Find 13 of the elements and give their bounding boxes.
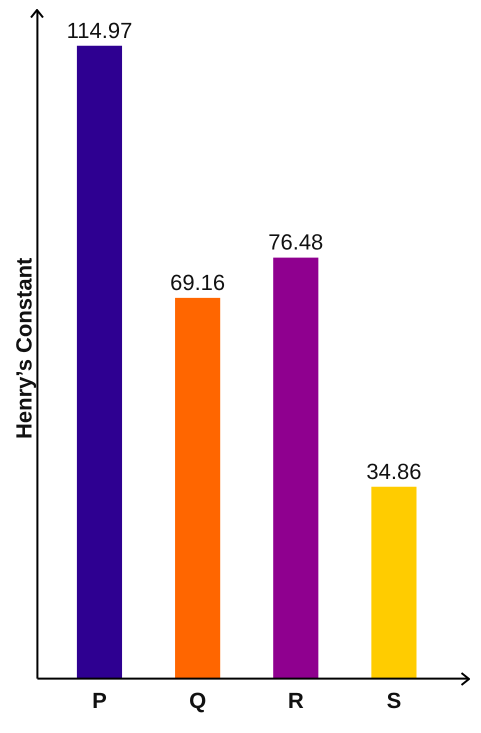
data-label: 69.16 [170, 270, 226, 295]
x-tick-label: R [288, 688, 304, 713]
data-label: 114.97 [66, 18, 132, 43]
x-tick-label: P [92, 688, 107, 713]
bar [371, 486, 416, 679]
x-tick-label: Q [189, 688, 206, 713]
bar [175, 298, 220, 679]
y-axis-title: Henry’s Constant [11, 256, 36, 439]
x-tick-label: S [386, 688, 402, 713]
data-label: 76.48 [268, 230, 324, 255]
bar [273, 258, 318, 679]
bar [76, 46, 122, 679]
data-label: 34.86 [366, 458, 422, 484]
